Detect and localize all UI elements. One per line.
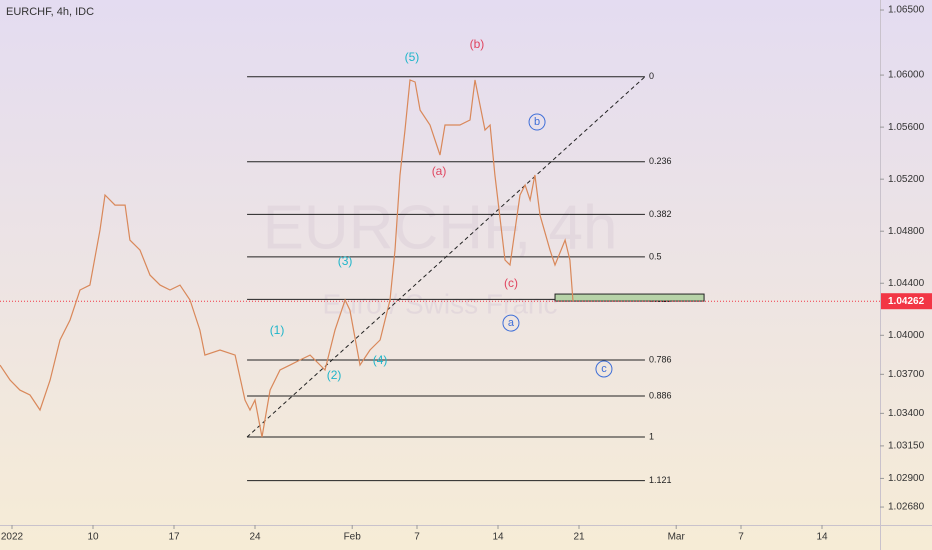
y-tick-label: 1.06500 [888, 5, 925, 16]
y-tick-label: 1.03150 [888, 441, 925, 452]
fib-level-label: 0.5 [649, 251, 662, 261]
fib-level-label: 0.382 [649, 209, 672, 219]
x-tick-label: Feb [344, 532, 362, 543]
y-tick-label: 1.04400 [888, 278, 925, 289]
annotation: a [508, 317, 515, 329]
y-tick-label: 1.03700 [888, 369, 925, 380]
annotation-circle [502, 314, 520, 332]
last-price-box [881, 293, 932, 310]
fib-level-label: 0 [649, 71, 654, 81]
chart-title: EURCHF, 4h, IDC [6, 6, 94, 18]
y-tick-label: 1.06000 [888, 70, 925, 81]
watermark-subtitle: Euro / Swiss Franc [323, 288, 558, 319]
last-price-label: 1.04262 [888, 296, 925, 307]
y-tick-label: 1.04800 [888, 226, 925, 237]
y-tick-label: 1.03400 [888, 408, 925, 419]
x-tick-label: 2022 [1, 532, 24, 543]
annotation: (c) [504, 276, 518, 290]
annotation: b [534, 116, 540, 128]
price-line [0, 79, 574, 438]
annotation: (4) [373, 353, 388, 367]
watermark: EURCHF, 4h [263, 193, 618, 262]
annotation: (2) [327, 368, 342, 382]
annotation: (3) [338, 254, 353, 268]
x-tick-label: 21 [573, 532, 585, 543]
annotation-circle [595, 360, 613, 378]
annotation: (a) [432, 164, 447, 178]
annotation: (5) [405, 50, 420, 64]
target-zone [554, 293, 705, 302]
y-tick-label: 1.02900 [888, 473, 925, 484]
x-tick-label: 24 [249, 532, 261, 543]
x-tick-label: Mar [668, 532, 686, 543]
y-tick-label: 1.04000 [888, 330, 925, 341]
x-tick-label: 7 [414, 532, 420, 543]
fib-level-label: 0.236 [649, 156, 672, 166]
annotation: c [601, 363, 607, 375]
y-tick-label: 1.05600 [888, 122, 925, 133]
fib-level-label: 0.786 [649, 354, 672, 364]
annotation-circle [528, 113, 546, 131]
x-tick-label: 14 [492, 532, 504, 543]
annotation: (1) [270, 323, 285, 337]
fib-level-label: 1 [649, 431, 654, 441]
y-tick-label: 1.05200 [888, 174, 925, 185]
x-tick-label: 7 [738, 532, 744, 543]
x-tick-label: 17 [168, 532, 180, 543]
x-tick-label: 14 [816, 532, 828, 543]
x-tick-label: 10 [87, 532, 99, 543]
fib-level-label: 1.121 [649, 475, 672, 485]
annotation: (b) [470, 37, 485, 51]
y-tick-label: 1.02680 [888, 502, 925, 513]
fib-level-label: 0.886 [649, 390, 672, 400]
